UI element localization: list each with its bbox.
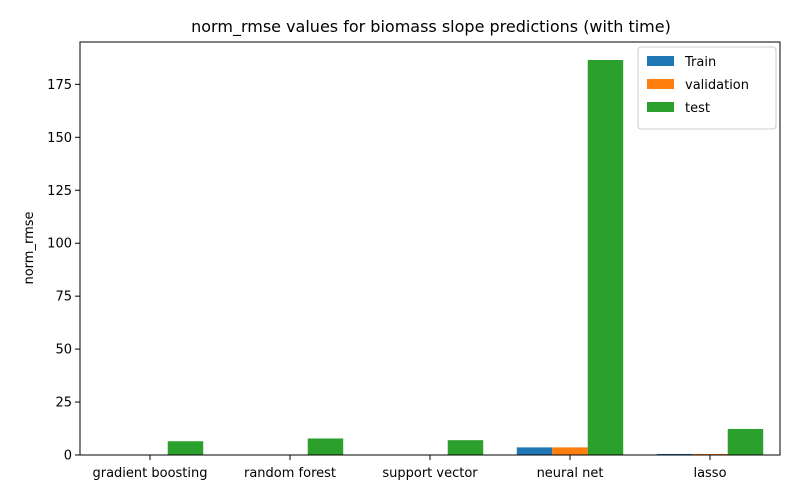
legend-label: test	[685, 101, 710, 116]
y-tick-label: 50	[55, 343, 72, 358]
y-tick-label: 100	[47, 237, 72, 252]
y-tick-label: 25	[55, 396, 72, 411]
y-tick-label: 0	[64, 449, 72, 464]
y-tick-label: 125	[47, 184, 72, 199]
y-tick-label: 150	[47, 131, 72, 146]
legend-swatch	[647, 56, 674, 66]
bar-test-0	[167, 441, 204, 455]
bar-train-4	[656, 453, 693, 455]
x-tick-label: lasso	[693, 466, 726, 481]
x-tick-label: random forest	[244, 466, 336, 481]
x-tick-label: neural net	[537, 466, 604, 481]
legend-swatch	[647, 79, 674, 89]
legend: Train validation test	[637, 46, 777, 130]
bar-test-1	[307, 438, 344, 455]
bar-train-3	[516, 447, 553, 455]
y-axis-label: norm_rmse	[22, 211, 37, 284]
bar-validation-3	[552, 447, 588, 455]
bar-validation-4	[692, 453, 728, 455]
bar-test-4	[727, 428, 764, 455]
legend-label: Train	[684, 55, 716, 70]
x-tick-label: gradient boosting	[92, 466, 207, 481]
bar-test-3	[587, 60, 624, 455]
bar-test-2	[447, 440, 484, 455]
y-tick-label: 175	[47, 78, 72, 93]
chart-title: norm_rmse values for biomass slope predi…	[191, 17, 671, 37]
y-tick-label: 75	[55, 290, 72, 305]
plot-area: 0 25 50 75 100 125 150 175 gradient boosting rand…	[47, 41, 781, 481]
legend-swatch	[647, 102, 674, 112]
x-tick-label: support vector	[382, 466, 478, 481]
legend-label: validation	[685, 78, 749, 93]
